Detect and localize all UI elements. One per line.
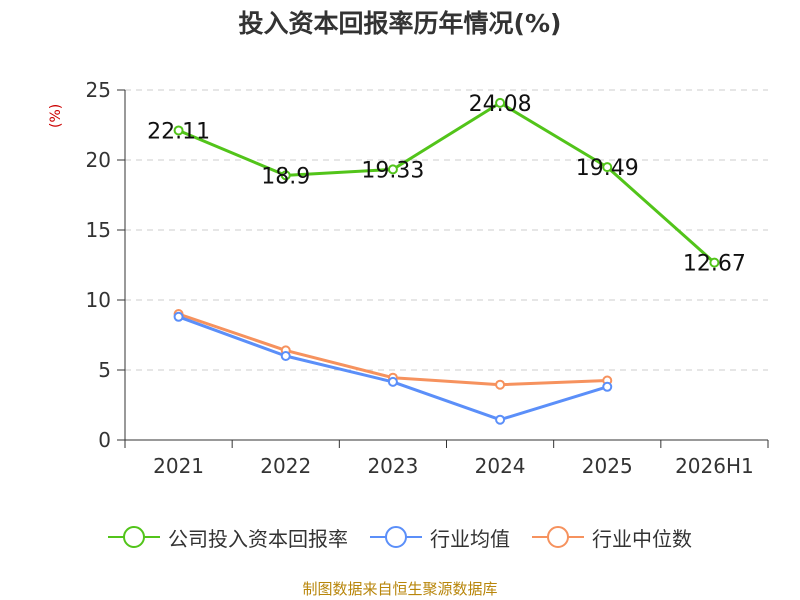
data-label: 24.08 [469, 92, 532, 117]
y-tick-label: 10 [86, 288, 111, 312]
y-tick-label: 0 [98, 428, 111, 452]
series-line [178, 315, 608, 422]
y-tick-label: 20 [86, 148, 111, 172]
y-tick-label: 15 [86, 218, 111, 242]
x-tick-label: 2024 [475, 454, 526, 478]
y-tick-label: 5 [98, 358, 111, 382]
legend-label-company: 公司投入资本回报率 [168, 526, 348, 551]
data-point [495, 97, 506, 108]
legend-marker-company-icon [108, 526, 160, 548]
x-tick-label: 2022 [260, 454, 311, 478]
data-point [602, 162, 613, 173]
data-point [387, 164, 398, 175]
data-point [709, 257, 720, 268]
source-note: 制图数据来自恒生聚源数据库 [302, 580, 498, 598]
legend-item-company[interactable]: 公司投入资本回报率 [108, 523, 348, 552]
legend-marker-mean-icon [370, 526, 422, 548]
x-tick-label: 2021 [153, 454, 204, 478]
legend-item-industry-median[interactable]: 行业中位数 [532, 523, 692, 552]
legend-label-industry-mean: 行业均值 [430, 526, 510, 551]
chart-title: 投入资本回报率历年情况(%) [238, 9, 562, 38]
data-point [495, 414, 506, 425]
x-tick-label: 2026H1 [675, 454, 754, 478]
data-label: 19.33 [361, 158, 424, 183]
data-point [495, 379, 506, 390]
data-point [280, 351, 291, 361]
data-point [280, 170, 291, 181]
data-point [173, 125, 184, 136]
x-tick-label: 2023 [367, 454, 418, 478]
legend: 公司投入资本回报率 行业均值 行业中位数 [0, 520, 800, 554]
data-label: 22.11 [147, 119, 210, 144]
data-label: 19.49 [576, 156, 639, 181]
data-point [602, 381, 613, 392]
legend-marker-median-icon [532, 526, 584, 548]
data-label: 12.67 [683, 252, 746, 277]
data-label: 18.9 [261, 164, 310, 189]
legend-item-industry-mean[interactable]: 行业均值 [370, 523, 510, 552]
y-tick-label: 25 [86, 78, 111, 102]
data-point [387, 376, 398, 387]
x-tick-label: 2025 [582, 454, 633, 478]
data-point [173, 311, 184, 322]
series-line [178, 101, 716, 264]
legend-label-industry-median: 行业中位数 [592, 526, 692, 551]
